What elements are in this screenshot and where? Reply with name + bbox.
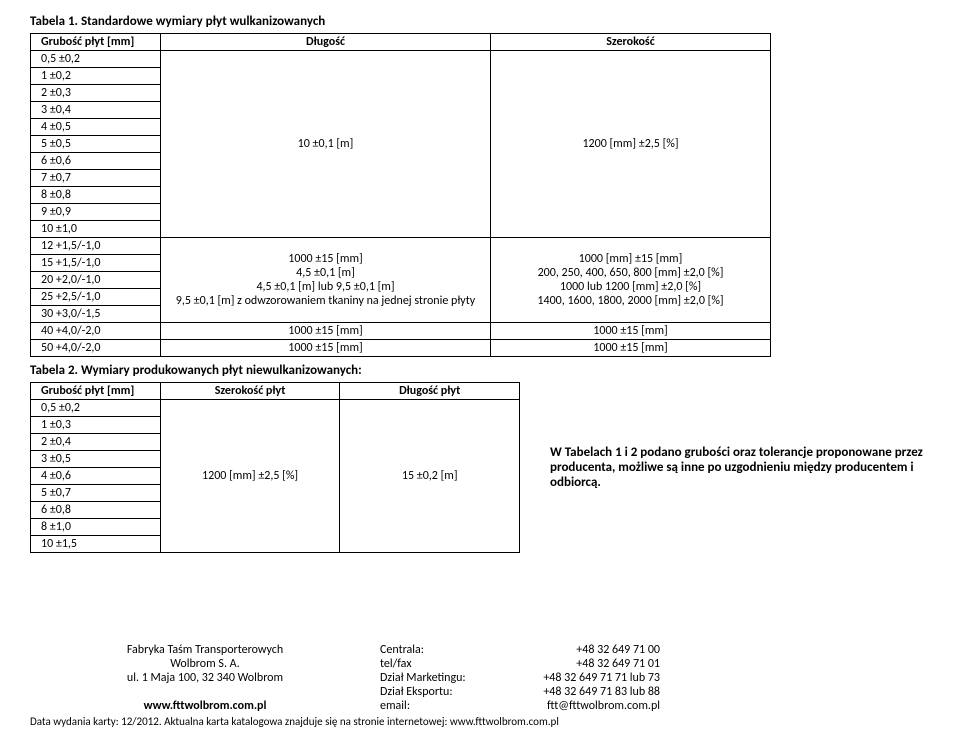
t1a-c3: 1200 [mm] ±2,5 [%] bbox=[491, 51, 771, 238]
t1b-c3-l1: 200, 250, 400, 650, 800 [mm] ±2,0 [%] bbox=[497, 266, 764, 280]
footer-l4: www.fttwolbrom.com.pl bbox=[30, 699, 380, 713]
table2: Grubość płyt [mm] Szerokość płyt Długość… bbox=[30, 382, 520, 553]
footer-l2: Wolbrom S. A. bbox=[30, 657, 380, 671]
t1b-c1-2: 20 +2,0/-1,0 bbox=[31, 272, 161, 289]
t1b-c3-l2: 1000 lub 1200 [mm] ±2,0 [%] bbox=[497, 280, 764, 294]
tables-note: W Tabelach 1 i 2 podano grubości oraz to… bbox=[550, 445, 930, 490]
t2-c3: 15 ±0,2 [m] bbox=[340, 400, 520, 553]
t1l-1-c2: 1000 ±15 [mm] bbox=[161, 340, 491, 357]
footer-l3: ul. 1 Maja 100, 32 340 Wolbrom bbox=[30, 671, 380, 685]
footer-r4-val: ftt@fttwolbrom.com.pl bbox=[490, 699, 660, 713]
t1-h3: Szerokość bbox=[491, 34, 771, 51]
footer-r1-val: +48 32 649 71 01 bbox=[490, 657, 660, 671]
t1b-c3: 1000 [mm] ±15 [mm] 200, 250, 400, 650, 8… bbox=[491, 238, 771, 323]
t1b-c1-1: 15 +1,5/-1,0 bbox=[31, 255, 161, 272]
footer-r2-label: Dział Marketingu: bbox=[380, 671, 490, 685]
t2-c1-0: 0,5 ±0,2 bbox=[31, 400, 161, 417]
t1a-c1-8: 8 ±0,8 bbox=[31, 187, 161, 204]
footer-l1: Fabryka Taśm Transporterowych bbox=[30, 643, 380, 657]
table1-title: Tabela 1. Standardowe wymiary płyt wulka… bbox=[30, 14, 930, 29]
t2-c1-8: 10 ±1,5 bbox=[31, 536, 161, 553]
t2-h1: Grubość płyt [mm] bbox=[31, 383, 161, 400]
t2-h3: Długość płyt bbox=[340, 383, 520, 400]
t1a-c1-0: 0,5 ±0,2 bbox=[31, 51, 161, 68]
footer-r0-label: Centrala: bbox=[380, 643, 490, 657]
t1a-c1-7: 7 ±0,7 bbox=[31, 170, 161, 187]
t1a-c1-4: 4 ±0,5 bbox=[31, 119, 161, 136]
t2-h2: Szerokość płyt bbox=[160, 383, 340, 400]
footer-note: Data wydania karty: 12/2012. Aktualna ka… bbox=[30, 715, 930, 728]
t2-c1-7: 8 ±1,0 bbox=[31, 519, 161, 536]
t1a-c1-1: 1 ±0,2 bbox=[31, 68, 161, 85]
t1l-1-c1: 50 +4,0/-2,0 bbox=[31, 340, 161, 357]
t1b-c1-0: 12 +1,5/-1,0 bbox=[31, 238, 161, 255]
t1b-c1-4: 30 +3,0/-1,5 bbox=[31, 306, 161, 323]
t1b-c3-l3: 1400, 1600, 1800, 2000 [mm] ±2,0 [%] bbox=[497, 294, 764, 308]
t1a-c1-3: 3 ±0,4 bbox=[31, 102, 161, 119]
footer-r0-val: +48 32 649 71 00 bbox=[490, 643, 660, 657]
t1b-c2: 1000 ±15 [mm] 4,5 ±0,1 [m] 4,5 ±0,1 [m] … bbox=[161, 238, 491, 323]
t2-c1-5: 5 ±0,7 bbox=[31, 485, 161, 502]
t2-c2: 1200 [mm] ±2,5 [%] bbox=[160, 400, 340, 553]
t1b-c3-l0: 1000 [mm] ±15 [mm] bbox=[497, 252, 764, 266]
t1a-c1-9: 9 ±0,9 bbox=[31, 204, 161, 221]
t1a-c2: 10 ±0,1 [m] bbox=[161, 51, 491, 238]
t1b-c1-3: 25 +2,5/-1,0 bbox=[31, 289, 161, 306]
t2-c1-1: 1 ±0,3 bbox=[31, 417, 161, 434]
t1-h2: Długość bbox=[161, 34, 491, 51]
footer-r1-label: tel/fax bbox=[380, 657, 490, 671]
t1l-1-c3: 1000 ±15 [mm] bbox=[491, 340, 771, 357]
footer: Fabryka Taśm Transporterowych Centrala: … bbox=[30, 643, 930, 728]
t1a-c1-6: 6 ±0,6 bbox=[31, 153, 161, 170]
t1l-0-c2: 1000 ±15 [mm] bbox=[161, 323, 491, 340]
t1b-c2-l3: 9,5 ±0,1 [m] z odwzorowaniem tkaniny na … bbox=[167, 294, 484, 308]
t1-h1: Grubość płyt [mm] bbox=[31, 34, 161, 51]
t1a-c1-5: 5 ±0,5 bbox=[31, 136, 161, 153]
table1: Grubość płyt [mm] Długość Szerokość 0,5 … bbox=[30, 33, 771, 357]
t1a-c1-2: 2 ±0,3 bbox=[31, 85, 161, 102]
t2-c1-4: 4 ±0,6 bbox=[31, 468, 161, 485]
t1b-c2-l2: 4,5 ±0,1 [m] lub 9,5 ±0,1 [m] bbox=[167, 280, 484, 294]
footer-r3-val: +48 32 649 71 83 lub 88 bbox=[490, 685, 660, 699]
t2-c1-2: 2 ±0,4 bbox=[31, 434, 161, 451]
t1l-0-c1: 40 +4,0/-2,0 bbox=[31, 323, 161, 340]
footer-r4-label: email: bbox=[380, 699, 490, 713]
footer-r3-label: Dział Eksportu: bbox=[380, 685, 490, 699]
footer-r2-val: +48 32 649 71 71 lub 73 bbox=[490, 671, 660, 685]
t2-c1-3: 3 ±0,5 bbox=[31, 451, 161, 468]
t1b-c2-l0: 1000 ±15 [mm] bbox=[167, 252, 484, 266]
table2-title: Tabela 2. Wymiary produkowanych płyt nie… bbox=[30, 363, 930, 378]
t1l-0-c3: 1000 ±15 [mm] bbox=[491, 323, 771, 340]
t2-c1-6: 6 ±0,8 bbox=[31, 502, 161, 519]
t1a-c1-10: 10 ±1,0 bbox=[31, 221, 161, 238]
t1b-c2-l1: 4,5 ±0,1 [m] bbox=[167, 266, 484, 280]
